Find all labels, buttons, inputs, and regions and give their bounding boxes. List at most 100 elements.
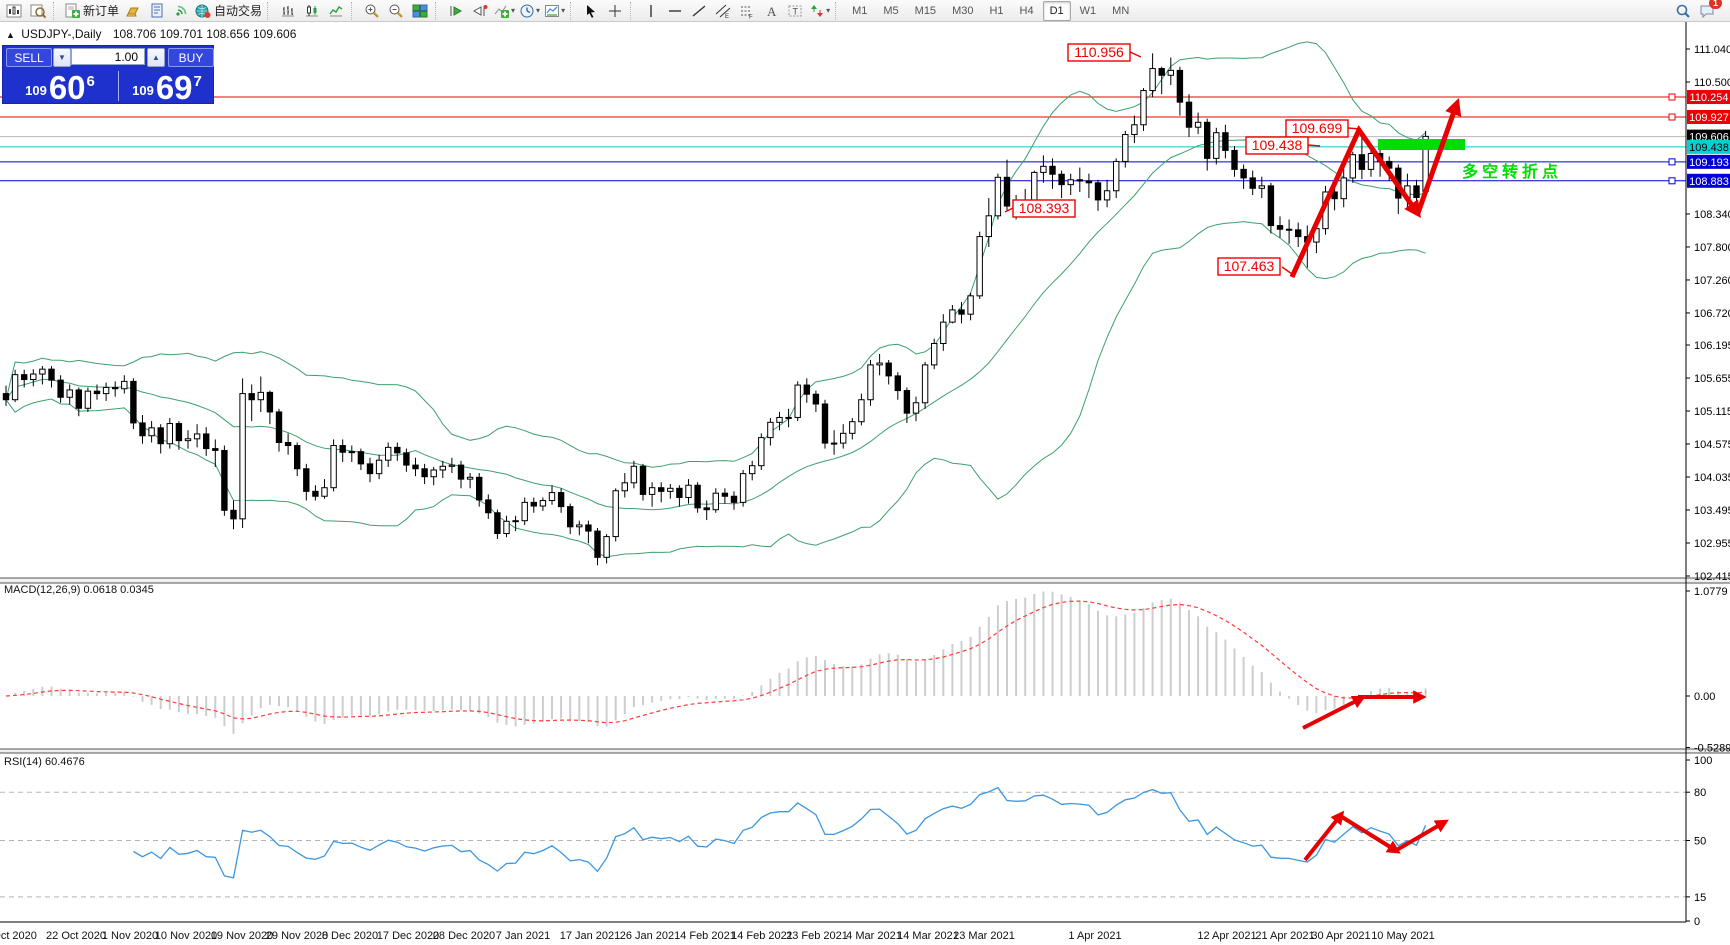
channel-button[interactable]: E <box>712 0 734 22</box>
svg-text:108.883: 108.883 <box>1689 176 1729 188</box>
text-a-button[interactable]: A <box>760 0 782 22</box>
chevron-down-icon[interactable]: ▾ <box>826 6 831 15</box>
volume-increase-button[interactable]: ▲ <box>147 48 165 67</box>
gold-button[interactable] <box>122 0 144 22</box>
timeframe-m30-button[interactable]: M30 <box>952 4 974 17</box>
pane-separator[interactable] <box>0 578 1730 583</box>
svg-text:4 Feb 2021: 4 Feb 2021 <box>680 930 736 942</box>
cursor-button[interactable] <box>580 0 602 22</box>
notification-badge: 1 <box>1708 0 1722 9</box>
scroll-end-button[interactable] <box>445 0 467 22</box>
timeframe-h4-button[interactable]: H4 <box>1019 4 1034 17</box>
timeframe-mn-button[interactable]: MN <box>1112 4 1130 17</box>
trendline-button[interactable] <box>688 0 710 22</box>
svg-text:10 May 2021: 10 May 2021 <box>1371 930 1435 942</box>
line-chart-button[interactable] <box>325 0 347 22</box>
macd-arrows[interactable] <box>1302 690 1427 730</box>
hline-button[interactable] <box>664 0 686 22</box>
tile-windows-button[interactable] <box>409 0 431 22</box>
main-chart-arrows[interactable] <box>1289 97 1462 279</box>
svg-text:109.438: 109.438 <box>1252 137 1303 153</box>
rsi-arrows[interactable] <box>1303 810 1449 862</box>
svg-text:A: A <box>767 4 777 19</box>
green-zone-rectangle[interactable] <box>1378 139 1465 150</box>
profile-button[interactable] <box>27 0 49 22</box>
vline-icon <box>643 3 659 19</box>
timeframe-m1-button[interactable]: M1 <box>852 4 868 17</box>
timeframe-w1-button[interactable]: W1 <box>1079 4 1097 17</box>
buy-price-prefix: 109 <box>132 83 154 98</box>
notifications-button[interactable]: 1 <box>1696 0 1722 22</box>
toolbar-separator <box>630 1 636 20</box>
svg-text:23 Feb 2021: 23 Feb 2021 <box>786 930 848 942</box>
indicators-button[interactable]: ▾ <box>493 0 516 22</box>
new-order-label[interactable]: 新订单 <box>83 4 120 18</box>
templates-icon <box>544 3 560 19</box>
chevron-down-icon[interactable]: ▾ <box>511 6 516 15</box>
periods-button[interactable]: ▾ <box>518 0 541 22</box>
horizontal-level-lines[interactable] <box>0 93 1686 185</box>
symbol-name: USDJPY-,Daily <box>21 27 102 41</box>
volume-decrease-button[interactable]: ▼ <box>53 48 71 67</box>
svg-text:17 Jan 2021: 17 Jan 2021 <box>560 930 621 942</box>
arrows-button[interactable]: ▾ <box>808 0 831 22</box>
svg-text:102.955: 102.955 <box>1694 538 1730 550</box>
search-button[interactable] <box>1672 0 1694 22</box>
crosshair-button[interactable] <box>604 0 626 22</box>
autotrading-label[interactable]: 自动交易 <box>214 4 263 18</box>
svg-text:110.956: 110.956 <box>1074 44 1124 60</box>
crosshair-icon <box>607 3 623 19</box>
new-order-button[interactable]: 新订单 <box>63 0 120 22</box>
sell-price-big: 60 <box>48 69 86 106</box>
chart-shift-button[interactable] <box>469 0 491 22</box>
sell-button[interactable]: SELL <box>6 48 52 67</box>
chart-shift-icon <box>472 3 488 19</box>
zoom-out-button[interactable] <box>385 0 407 22</box>
timeframe-h1-button[interactable]: H1 <box>989 4 1004 17</box>
scroll-end-icon <box>448 3 464 19</box>
svg-text:107.800: 107.800 <box>1694 242 1730 254</box>
timeframe-d1-button[interactable]: D1 <box>1042 0 1071 21</box>
one-click-trading-panel: SELL ▼ 1.00 ▲ BUY 109 60 6 109 69 7 <box>2 45 214 104</box>
chart-window-button[interactable] <box>3 0 25 22</box>
pane-separator[interactable] <box>0 749 1730 753</box>
signal-button[interactable] <box>170 0 192 22</box>
buy-price[interactable]: 109 69 7 <box>119 66 215 104</box>
toolbar-separator <box>835 1 841 20</box>
sell-price[interactable]: 109 60 6 <box>3 66 117 104</box>
report-button[interactable] <box>146 0 168 22</box>
svg-text:100: 100 <box>1694 755 1712 767</box>
buy-button[interactable]: BUY <box>168 48 214 67</box>
autotrading-button[interactable]: 自动交易 <box>194 0 263 22</box>
collapse-triangle-icon[interactable]: ▲ <box>6 30 15 40</box>
svg-text:19 Nov 2020: 19 Nov 2020 <box>211 930 273 942</box>
chevron-down-icon[interactable]: ▾ <box>536 6 541 15</box>
profile-icon <box>30 3 46 19</box>
bars-chart-button[interactable] <box>277 0 299 22</box>
svg-text:102.415: 102.415 <box>1694 571 1730 583</box>
arrows-icon <box>809 3 825 19</box>
text-label-button[interactable]: T <box>784 0 806 22</box>
timeframe-m15-button[interactable]: M15 <box>914 4 937 17</box>
svg-text:14 Mar 2021: 14 Mar 2021 <box>897 930 959 942</box>
fibonacci-button[interactable]: F <box>736 0 758 22</box>
timeframe-m5-button[interactable]: M5 <box>883 4 899 17</box>
zoom-in-button[interactable] <box>361 0 383 22</box>
svg-text:80: 80 <box>1694 787 1706 799</box>
buy-price-sup: 7 <box>193 73 202 90</box>
fibonacci-icon: F <box>739 3 755 19</box>
vline-button[interactable] <box>640 0 662 22</box>
svg-text:109.699: 109.699 <box>1292 120 1343 136</box>
zoom-in-icon <box>364 3 380 19</box>
chevron-down-icon[interactable]: ▾ <box>561 6 566 15</box>
svg-text:1.0779: 1.0779 <box>1694 586 1728 598</box>
templates-button[interactable]: ▾ <box>543 0 566 22</box>
volume-input[interactable]: 1.00 <box>71 48 145 65</box>
candles-chart-button[interactable] <box>301 0 323 22</box>
symbol-title: ▲ USDJPY-,Daily 108.706 109.701 108.656 … <box>6 27 296 41</box>
rsi-line <box>133 786 1427 879</box>
